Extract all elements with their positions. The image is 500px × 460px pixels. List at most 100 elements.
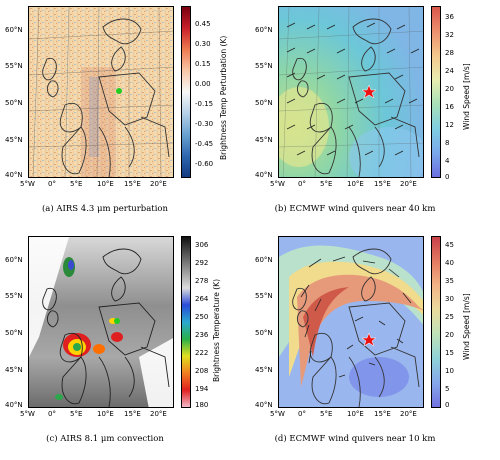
map-a — [28, 6, 174, 178]
panel-d: 60°N 55°N 50°N 45°N 40°N 5°W 0° 5°E 10°E… — [250, 230, 500, 460]
lon-tick: 20°E — [400, 180, 417, 188]
caption-c: (c) AIRS 8.1 μm convection — [46, 434, 164, 444]
lon-tick: 10°E — [97, 180, 114, 188]
lat-tick: 45°N — [255, 136, 273, 144]
colorbar-tick: 0 — [445, 401, 450, 409]
lat-tick: 50°N — [5, 99, 23, 107]
colorbar-label: Brightness Temperature (K) — [212, 279, 221, 382]
map-c-image — [29, 237, 173, 407]
colorbar-label: Wind Speed [m/s] — [462, 63, 471, 130]
colorbar-tick: 28 — [445, 49, 454, 57]
map-a-image — [29, 7, 173, 177]
lat-tick: 50°N — [255, 99, 273, 107]
lat-tick: 60°N — [255, 256, 273, 264]
colorbar-tick: 222 — [195, 349, 209, 357]
colorbar-tick: 0 — [445, 173, 450, 181]
red-star-icon — [361, 84, 377, 99]
red-star-icon — [361, 332, 377, 347]
lat-tick: 50°N — [5, 329, 23, 337]
colorbar-tick: 25 — [445, 313, 454, 321]
lat-tick: 55°N — [5, 292, 23, 300]
panel-a: 60°N 55°N 50°N 45°N 40°N 5°W 0° 5°E 10°E… — [0, 0, 250, 230]
wind-quivers — [286, 22, 420, 156]
colorbar-tick: 208 — [195, 367, 209, 375]
colorbar-label: Wind Speed [m/s] — [462, 293, 471, 360]
lon-tick: 20°E — [400, 410, 417, 418]
lon-tick: 10°E — [347, 410, 364, 418]
colorbar-c — [181, 236, 191, 408]
colorbar-tick: 250 — [195, 313, 209, 321]
map-d — [278, 236, 424, 408]
colorbar-tick: 35 — [445, 277, 454, 285]
lat-tick: 40°N — [5, 171, 23, 179]
lon-tick: 5°E — [320, 410, 333, 418]
map-b-image — [279, 7, 423, 177]
colorbar-b — [431, 6, 441, 178]
colorbar-tick: 20 — [445, 85, 454, 93]
colorbar-tick: 16 — [445, 103, 454, 111]
colorbar-tick: 4 — [445, 157, 450, 165]
lon-tick: 0° — [298, 410, 306, 418]
colorbar-tick: 40 — [445, 259, 454, 267]
caption-a: (a) AIRS 4.3 μm perturbation — [41, 204, 169, 214]
colorbar-tick: -0.45 — [195, 140, 214, 148]
colorbar-tick: 0.45 — [195, 20, 211, 28]
lat-tick: 60°N — [5, 26, 23, 34]
colorbar-tick: 15 — [445, 349, 454, 357]
lat-tick: 60°N — [255, 26, 273, 34]
colorbar-tick: 0.15 — [195, 60, 211, 68]
colorbar-tick: 180 — [195, 401, 209, 409]
panel-b: 60°N 55°N 50°N 45°N 40°N 5°W 0° 5°E 10°E… — [250, 0, 500, 230]
lon-tick: 5°E — [70, 410, 83, 418]
green-marker-icon — [114, 318, 120, 324]
panel-c: 60°N 55°N 50°N 45°N 40°N 5°W 0° 5°E 10°E… — [0, 230, 250, 460]
lon-tick: 15°E — [124, 410, 141, 418]
lon-tick: 15°E — [124, 180, 141, 188]
wind-quivers — [300, 256, 412, 378]
colorbar-tick: 36 — [445, 13, 454, 21]
colorbar-tick: 32 — [445, 31, 454, 39]
colorbar-tick: 306 — [195, 241, 209, 249]
colorbar-d — [431, 236, 441, 408]
colorbar-tick: 24 — [445, 67, 454, 75]
lon-tick: 0° — [298, 180, 306, 188]
colorbar-tick: 10 — [445, 367, 454, 375]
colorbar-tick: 194 — [195, 385, 209, 393]
lon-tick: 15°E — [374, 180, 391, 188]
lat-tick: 45°N — [5, 366, 23, 374]
lat-tick: 40°N — [255, 171, 273, 179]
lat-tick: 40°N — [255, 401, 273, 409]
green-marker-icon — [116, 88, 122, 94]
map-d-image — [279, 237, 423, 407]
lon-tick: 5°E — [70, 180, 83, 188]
lat-tick: 60°N — [5, 256, 23, 264]
lat-tick: 45°N — [255, 366, 273, 374]
colorbar-tick: 20 — [445, 331, 454, 339]
colorbar-tick: 0.00 — [195, 80, 211, 88]
colorbar-tick: -0.60 — [195, 160, 214, 168]
colorbar-a — [181, 6, 191, 178]
lat-tick: 50°N — [255, 329, 273, 337]
colorbar-tick: 0.30 — [195, 40, 211, 48]
caption-b: (b) ECMWF wind quivers near 40 km — [274, 204, 436, 214]
map-c — [28, 236, 174, 408]
colorbar-tick: 278 — [195, 277, 209, 285]
lon-tick: 10°E — [97, 410, 114, 418]
colorbar-tick: 292 — [195, 259, 209, 267]
lat-tick: 55°N — [5, 62, 23, 70]
map-b — [278, 6, 424, 178]
colorbar-tick: 30 — [445, 295, 454, 303]
colorbar-tick: -0.30 — [195, 120, 214, 128]
lon-tick: 20°E — [150, 410, 167, 418]
caption-d: (d) ECMWF wind quivers near 10 km — [274, 434, 436, 444]
colorbar-label: Brightness Temp Perturbation (K) — [219, 35, 228, 160]
colorbar-tick: 12 — [445, 121, 454, 129]
lat-tick: 40°N — [5, 401, 23, 409]
lat-tick: 55°N — [255, 292, 273, 300]
colorbar-tick: 45 — [445, 241, 454, 249]
colorbar-tick: -0.15 — [195, 100, 214, 108]
lon-tick: 5°W — [270, 180, 285, 188]
colorbar-tick: 5 — [445, 385, 450, 393]
lon-tick: 20°E — [150, 180, 167, 188]
colorbar-tick: 8 — [445, 139, 450, 147]
